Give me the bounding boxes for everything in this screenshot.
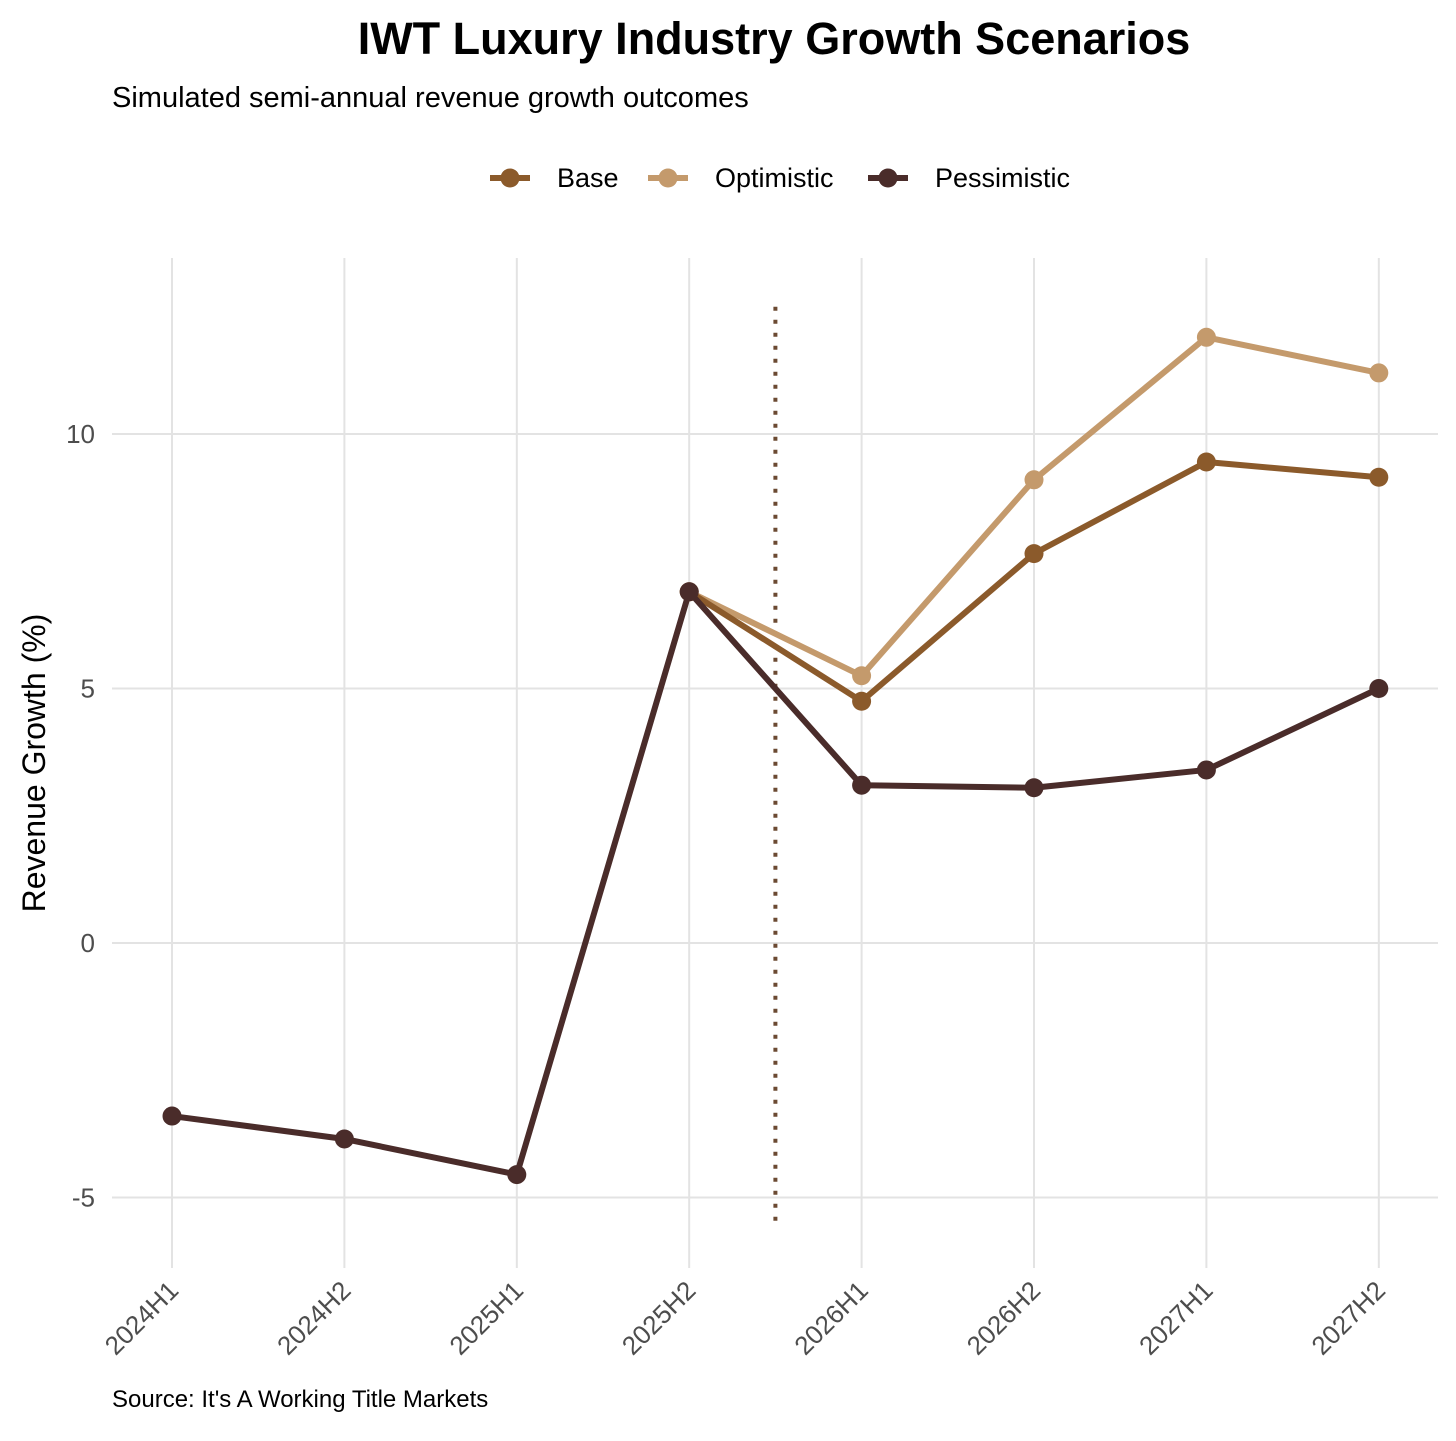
y-tick-label: 0: [81, 928, 95, 958]
chart-subtitle: Simulated semi-annual revenue growth out…: [112, 82, 749, 114]
source-caption: Source: It's A Working Title Markets: [112, 1386, 488, 1413]
legend-item-base: Base: [490, 163, 619, 193]
x-tick-label: 2027H1: [1133, 1275, 1219, 1361]
data-point-pessimistic: [162, 1106, 182, 1126]
legend-swatch-point-pessimistic: [878, 168, 898, 188]
data-point-pessimistic: [1024, 778, 1044, 798]
legend-label-optimistic: Optimistic: [715, 163, 834, 193]
data-point-pessimistic: [1369, 679, 1389, 698]
chart-title: IWT Luxury Industry Growth Scenarios: [358, 13, 1191, 64]
legend-item-optimistic: Optimistic: [648, 163, 834, 193]
x-tick-label: 2026H2: [961, 1275, 1047, 1361]
data-point-base: [1196, 452, 1216, 472]
series-line-pessimistic: [169, 588, 1382, 1178]
legend-label-pessimistic: Pessimistic: [935, 163, 1070, 193]
data-point-pessimistic: [507, 1165, 527, 1185]
data-point-optimistic: [852, 666, 872, 686]
legend-swatch-point-optimistic: [658, 168, 678, 188]
data-point-optimistic: [1196, 327, 1216, 347]
x-tick-label: 2025H1: [443, 1275, 529, 1361]
y-axis-ticks: -5 0 5 10: [66, 419, 95, 1213]
x-axis-ticks: 2024H1 2024H2 2025H1 2025H2 2026H1 2026H2 2027…: [99, 1275, 1391, 1361]
series-group: [162, 327, 1389, 1185]
data-point-base: [1024, 544, 1044, 564]
data-point-pessimistic: [679, 582, 699, 602]
x-tick-label: 2027H2: [1305, 1275, 1391, 1361]
y-tick-label: 10: [66, 419, 95, 449]
legend-swatch-point-base: [500, 168, 520, 188]
data-point-pessimistic: [334, 1129, 354, 1149]
legend-label-base: Base: [557, 163, 619, 193]
y-axis-label: Revenue Growth (%): [16, 614, 52, 913]
data-point-pessimistic: [1196, 760, 1216, 780]
y-tick-label: 5: [81, 674, 95, 704]
x-tick-label: 2024H2: [271, 1275, 357, 1361]
data-point-optimistic: [1024, 470, 1044, 490]
x-tick-label: 2026H1: [788, 1275, 874, 1361]
x-tick-label: 2025H2: [616, 1275, 702, 1361]
legend: Base Optimistic Pessimistic: [490, 163, 1070, 193]
data-point-base: [1369, 467, 1389, 487]
x-tick-label: 2024H1: [99, 1275, 185, 1361]
legend-item-pessimistic: Pessimistic: [868, 163, 1070, 193]
data-point-base: [852, 691, 872, 711]
data-point-pessimistic: [852, 775, 872, 795]
y-tick-label: -5: [72, 1183, 95, 1213]
data-point-optimistic: [1369, 363, 1389, 383]
